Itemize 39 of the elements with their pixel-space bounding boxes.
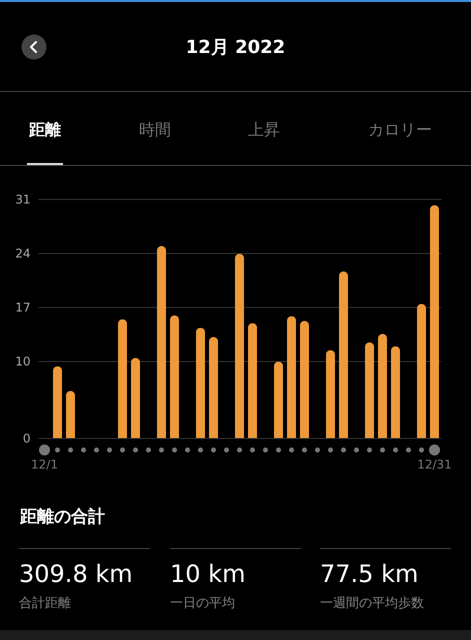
y-tick-label: 0	[22, 432, 30, 446]
x-tick-label: 12/1	[31, 458, 58, 472]
chart-title: 12月 2022	[184, 36, 286, 59]
bar	[326, 350, 335, 438]
bar	[378, 334, 387, 438]
text: 309.8 km	[19, 560, 133, 588]
text: 上昇	[248, 120, 280, 141]
bar	[131, 358, 140, 438]
bar	[365, 342, 374, 438]
bar	[274, 362, 283, 438]
bar	[53, 366, 62, 438]
text: 一日の平均	[170, 595, 235, 612]
bar	[391, 346, 400, 438]
bar	[235, 254, 244, 438]
text: 一週間の平均歩数	[320, 595, 424, 612]
bar	[417, 304, 426, 438]
text: 距離の合計	[20, 506, 105, 528]
text: 距離	[29, 120, 61, 141]
y-tick-label: 17	[15, 300, 30, 314]
text: カロリー	[368, 120, 432, 141]
y-tick-label: 10	[15, 354, 30, 368]
x-tick-label: 12/31	[417, 458, 452, 472]
bar	[430, 205, 439, 438]
y-tick-label: 31	[15, 192, 30, 206]
bar	[66, 390, 75, 438]
bar	[196, 328, 205, 438]
text: 77.5 km	[320, 560, 418, 588]
bar	[339, 271, 348, 438]
bar	[300, 320, 309, 438]
text: 10 km	[170, 560, 246, 588]
bar	[287, 316, 296, 438]
bar	[248, 323, 257, 438]
bar	[209, 337, 218, 438]
text: 合計距離	[19, 595, 71, 612]
text: 時間	[139, 120, 171, 141]
bar	[118, 319, 127, 438]
y-tick-label: 24	[15, 246, 30, 260]
bar	[157, 246, 166, 438]
bar	[170, 315, 179, 438]
